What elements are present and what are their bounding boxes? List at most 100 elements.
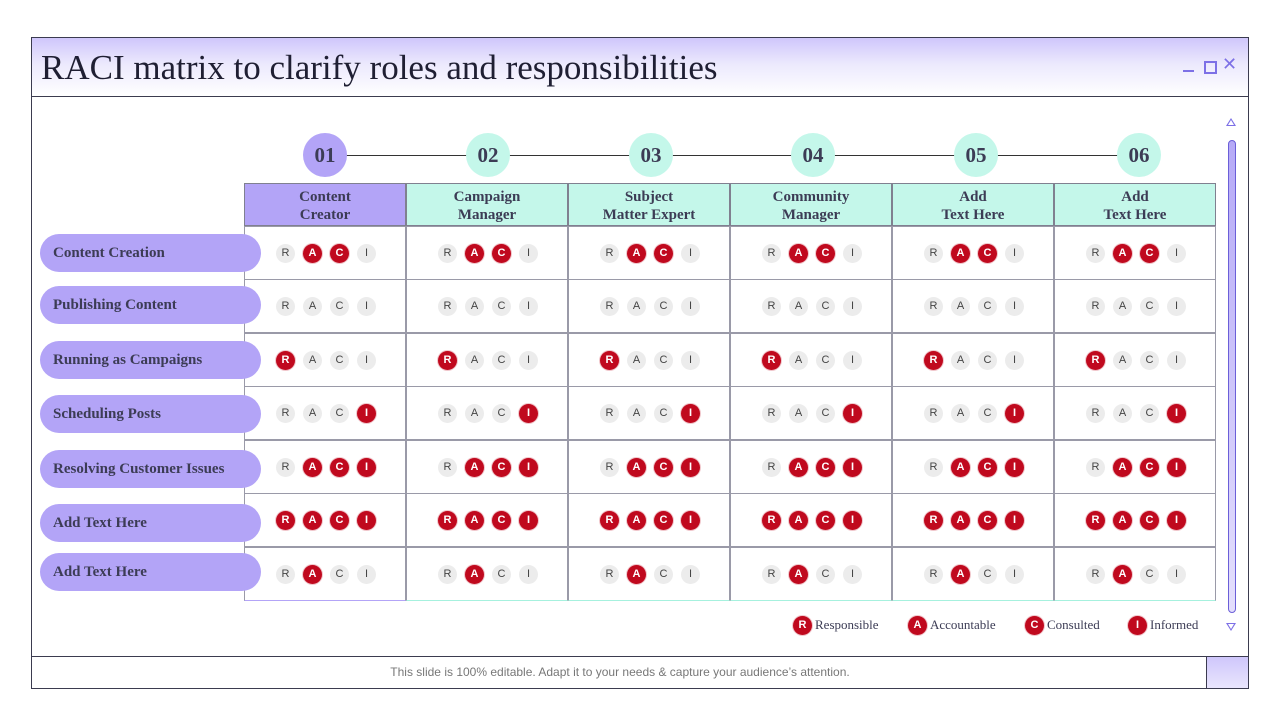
raci-badge-i-active: I <box>519 457 538 477</box>
raci-badge-a-active: A <box>465 510 484 530</box>
raci-badge-r-active: R <box>276 350 295 370</box>
legend-item: R Responsible <box>793 615 879 635</box>
row-label: Publishing Content <box>40 286 261 324</box>
raci-badge-a-active: A <box>789 243 808 263</box>
raci-badge-r: R <box>924 403 943 423</box>
legend-badge-r: R <box>793 615 812 635</box>
raci-badge-c-active: C <box>492 457 511 477</box>
raci-badge-c-active: C <box>654 457 673 477</box>
raci-badge-c: C <box>1140 296 1159 316</box>
raci-badge-i: I <box>1167 296 1186 316</box>
footer-note: This slide is 100% editable. Adapt it to… <box>390 665 850 679</box>
legend-item: C Consulted <box>1025 615 1100 635</box>
maximize-icon[interactable] <box>1204 61 1217 74</box>
raci-badge-a-active: A <box>303 457 322 477</box>
column-header-line2: Matter Expert <box>602 207 696 223</box>
raci-badge-a: A <box>303 350 322 370</box>
raci-badge-r: R <box>924 457 943 477</box>
raci-badge-a: A <box>627 403 646 423</box>
raci-badge-r: R <box>1086 403 1105 423</box>
scroll-down-arrow-icon[interactable] <box>1226 623 1236 631</box>
title-bar: RACI matrix to clarify roles and respons… <box>32 38 1248 97</box>
row-label: Add Text Here <box>40 553 261 591</box>
raci-badge-c: C <box>492 350 511 370</box>
scroll-up-arrow-icon[interactable] <box>1226 118 1236 126</box>
raci-badge-i: I <box>1167 564 1186 584</box>
close-icon[interactable]: ✕ <box>1222 54 1238 75</box>
raci-badge-r-active: R <box>600 350 619 370</box>
legend-label: Consulted <box>1047 617 1100 632</box>
raci-badge-r-active: R <box>1086 350 1105 370</box>
raci-badge-c-active: C <box>816 510 835 530</box>
raci-badge-a: A <box>465 350 484 370</box>
raci-badge-i: I <box>357 296 376 316</box>
raci-badge-i-active: I <box>357 510 376 530</box>
raci-badge-r: R <box>762 457 781 477</box>
raci-badge-r: R <box>438 564 457 584</box>
raci-badge-r: R <box>600 243 619 263</box>
raci-badge-a: A <box>303 403 322 423</box>
raci-badge-r: R <box>438 243 457 263</box>
row-label: Content Creation <box>40 234 261 272</box>
raci-badge-r-active: R <box>600 510 619 530</box>
legend-badge-a: A <box>908 615 927 635</box>
raci-badge-c: C <box>330 403 349 423</box>
column-header: Add Text Here <box>1054 183 1216 226</box>
legend-badge-c: C <box>1025 615 1044 635</box>
column-header: Campaign Manager <box>406 183 568 226</box>
raci-badge-a-active: A <box>951 510 970 530</box>
raci-badge-r: R <box>762 564 781 584</box>
raci-badge-a: A <box>951 403 970 423</box>
raci-badge-i-active: I <box>519 510 538 530</box>
raci-badge-r: R <box>600 564 619 584</box>
raci-badge-c: C <box>978 350 997 370</box>
minimize-icon[interactable] <box>1183 70 1194 72</box>
raci-badge-a-active: A <box>627 243 646 263</box>
legend-badge-i: I <box>1128 615 1147 635</box>
legend-label: Responsible <box>815 617 879 632</box>
raci-badge-a: A <box>627 350 646 370</box>
raci-badge-c: C <box>816 564 835 584</box>
row-label: Scheduling Posts <box>40 395 261 433</box>
legend-label: Accountable <box>930 617 996 632</box>
raci-badge-r: R <box>762 296 781 316</box>
raci-badge-a: A <box>465 296 484 316</box>
raci-badge-c: C <box>1140 403 1159 423</box>
column-header-line2: Creator <box>299 207 351 223</box>
scrollbar[interactable] <box>1228 140 1236 613</box>
raci-badge-c-active: C <box>330 243 349 263</box>
raci-badge-i: I <box>843 350 862 370</box>
column-header-line1: Add <box>959 189 987 205</box>
raci-badge-i-active: I <box>1005 403 1024 423</box>
raci-badge-i-active: I <box>681 457 700 477</box>
raci-badge-c: C <box>654 564 673 584</box>
raci-badge-i: I <box>681 296 700 316</box>
raci-badge-r-active: R <box>924 350 943 370</box>
step-number-badge: 01 <box>303 133 347 177</box>
